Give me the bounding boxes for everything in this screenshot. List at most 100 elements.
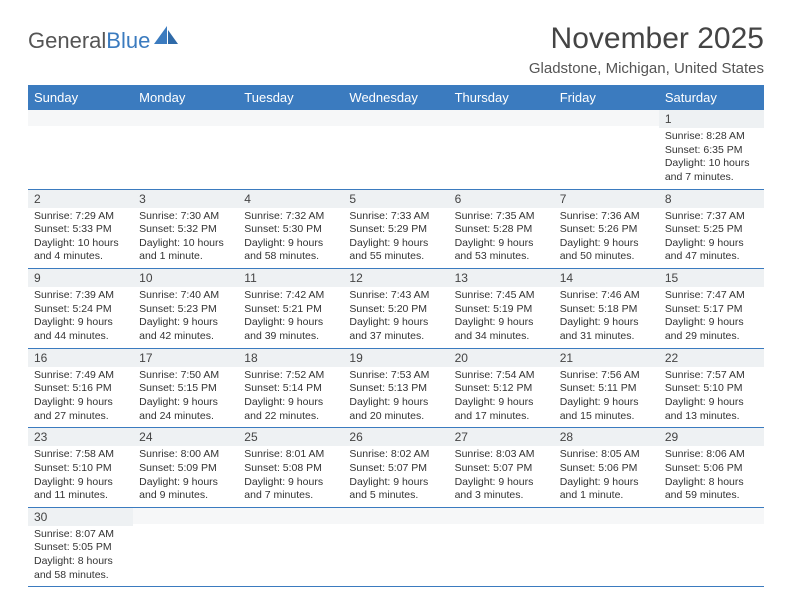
- sunset-text: Sunset: 5:24 PM: [34, 303, 127, 317]
- sunrise-text: Sunrise: 7:39 AM: [34, 289, 127, 303]
- sunrise-text: Sunrise: 8:07 AM: [34, 528, 127, 542]
- sunrise-text: Sunrise: 8:00 AM: [139, 448, 232, 462]
- calendar-day-cell: 13Sunrise: 7:45 AMSunset: 5:19 PMDayligh…: [449, 269, 554, 349]
- calendar-day-cell: 28Sunrise: 8:05 AMSunset: 5:06 PMDayligh…: [554, 428, 659, 508]
- sunrise-text: Sunrise: 8:03 AM: [455, 448, 548, 462]
- daylight-text: Daylight: 9 hours and 31 minutes.: [560, 316, 653, 343]
- sunset-text: Sunset: 5:06 PM: [665, 462, 758, 476]
- calendar-week-row: 30Sunrise: 8:07 AMSunset: 5:05 PMDayligh…: [28, 507, 764, 587]
- day-number: 25: [238, 428, 343, 446]
- sunset-text: Sunset: 5:16 PM: [34, 382, 127, 396]
- calendar-day-cell: 23Sunrise: 7:58 AMSunset: 5:10 PMDayligh…: [28, 428, 133, 508]
- daylight-text: Daylight: 9 hours and 5 minutes.: [349, 476, 442, 503]
- day-number: 8: [659, 190, 764, 208]
- calendar-day-cell: 7Sunrise: 7:36 AMSunset: 5:26 PMDaylight…: [554, 189, 659, 269]
- day-number: 1: [659, 110, 764, 128]
- daylight-text: Daylight: 9 hours and 58 minutes.: [244, 237, 337, 264]
- day-number: 13: [449, 269, 554, 287]
- sunset-text: Sunset: 5:08 PM: [244, 462, 337, 476]
- daylight-text: Daylight: 9 hours and 44 minutes.: [34, 316, 127, 343]
- sunrise-text: Sunrise: 7:50 AM: [139, 369, 232, 383]
- calendar-day-cell: 10Sunrise: 7:40 AMSunset: 5:23 PMDayligh…: [133, 269, 238, 349]
- day-number: 22: [659, 349, 764, 367]
- day-details: Sunrise: 7:33 AMSunset: 5:29 PMDaylight:…: [343, 208, 448, 269]
- day-number: [133, 508, 238, 524]
- day-details: Sunrise: 7:57 AMSunset: 5:10 PMDaylight:…: [659, 367, 764, 428]
- logo-text-2: Blue: [106, 28, 150, 54]
- day-details: Sunrise: 8:00 AMSunset: 5:09 PMDaylight:…: [133, 446, 238, 507]
- logo-text-1: General: [28, 28, 106, 54]
- calendar-day-cell: 26Sunrise: 8:02 AMSunset: 5:07 PMDayligh…: [343, 428, 448, 508]
- daylight-text: Daylight: 9 hours and 1 minute.: [560, 476, 653, 503]
- daylight-text: Daylight: 10 hours and 7 minutes.: [665, 157, 758, 184]
- day-number: 29: [659, 428, 764, 446]
- weekday-header-row: Sunday Monday Tuesday Wednesday Thursday…: [28, 85, 764, 110]
- sunrise-text: Sunrise: 7:53 AM: [349, 369, 442, 383]
- calendar-day-cell: [133, 507, 238, 587]
- day-number: 7: [554, 190, 659, 208]
- sunset-text: Sunset: 5:05 PM: [34, 541, 127, 555]
- sunset-text: Sunset: 6:35 PM: [665, 144, 758, 158]
- day-number: 19: [343, 349, 448, 367]
- day-number: 23: [28, 428, 133, 446]
- sunrise-text: Sunrise: 7:37 AM: [665, 210, 758, 224]
- weekday-header: Friday: [554, 85, 659, 110]
- day-number: [554, 110, 659, 126]
- day-details: Sunrise: 8:07 AMSunset: 5:05 PMDaylight:…: [28, 526, 133, 587]
- sunrise-text: Sunrise: 8:01 AM: [244, 448, 337, 462]
- calendar-day-cell: 19Sunrise: 7:53 AMSunset: 5:13 PMDayligh…: [343, 348, 448, 428]
- daylight-text: Daylight: 9 hours and 29 minutes.: [665, 316, 758, 343]
- day-number: 2: [28, 190, 133, 208]
- weekday-header: Thursday: [449, 85, 554, 110]
- day-details: Sunrise: 7:47 AMSunset: 5:17 PMDaylight:…: [659, 287, 764, 348]
- daylight-text: Daylight: 9 hours and 11 minutes.: [34, 476, 127, 503]
- day-details: Sunrise: 8:03 AMSunset: 5:07 PMDaylight:…: [449, 446, 554, 507]
- day-number: 24: [133, 428, 238, 446]
- calendar-day-cell: [659, 507, 764, 587]
- calendar-day-cell: [449, 507, 554, 587]
- calendar-day-cell: 27Sunrise: 8:03 AMSunset: 5:07 PMDayligh…: [449, 428, 554, 508]
- weekday-header: Tuesday: [238, 85, 343, 110]
- daylight-text: Daylight: 9 hours and 42 minutes.: [139, 316, 232, 343]
- day-number: 11: [238, 269, 343, 287]
- calendar-day-cell: 3Sunrise: 7:30 AMSunset: 5:32 PMDaylight…: [133, 189, 238, 269]
- day-number: [449, 508, 554, 524]
- sunset-text: Sunset: 5:10 PM: [34, 462, 127, 476]
- day-details: Sunrise: 7:52 AMSunset: 5:14 PMDaylight:…: [238, 367, 343, 428]
- daylight-text: Daylight: 9 hours and 34 minutes.: [455, 316, 548, 343]
- weekday-header: Saturday: [659, 85, 764, 110]
- day-number: 9: [28, 269, 133, 287]
- sunset-text: Sunset: 5:13 PM: [349, 382, 442, 396]
- calendar-day-cell: 21Sunrise: 7:56 AMSunset: 5:11 PMDayligh…: [554, 348, 659, 428]
- day-details: Sunrise: 7:35 AMSunset: 5:28 PMDaylight:…: [449, 208, 554, 269]
- sunrise-text: Sunrise: 7:56 AM: [560, 369, 653, 383]
- calendar-day-cell: 2Sunrise: 7:29 AMSunset: 5:33 PMDaylight…: [28, 189, 133, 269]
- daylight-text: Daylight: 9 hours and 27 minutes.: [34, 396, 127, 423]
- day-details: Sunrise: 7:29 AMSunset: 5:33 PMDaylight:…: [28, 208, 133, 269]
- calendar-day-cell: 8Sunrise: 7:37 AMSunset: 5:25 PMDaylight…: [659, 189, 764, 269]
- sunset-text: Sunset: 5:15 PM: [139, 382, 232, 396]
- calendar-day-cell: 25Sunrise: 8:01 AMSunset: 5:08 PMDayligh…: [238, 428, 343, 508]
- day-number: 20: [449, 349, 554, 367]
- sunset-text: Sunset: 5:33 PM: [34, 223, 127, 237]
- day-number: 26: [343, 428, 448, 446]
- day-details: Sunrise: 7:46 AMSunset: 5:18 PMDaylight:…: [554, 287, 659, 348]
- day-number: 28: [554, 428, 659, 446]
- day-details: Sunrise: 8:02 AMSunset: 5:07 PMDaylight:…: [343, 446, 448, 507]
- daylight-text: Daylight: 9 hours and 3 minutes.: [455, 476, 548, 503]
- sunrise-text: Sunrise: 7:42 AM: [244, 289, 337, 303]
- day-number: 18: [238, 349, 343, 367]
- sunset-text: Sunset: 5:11 PM: [560, 382, 653, 396]
- sunset-text: Sunset: 5:17 PM: [665, 303, 758, 317]
- sunset-text: Sunset: 5:23 PM: [139, 303, 232, 317]
- daylight-text: Daylight: 9 hours and 53 minutes.: [455, 237, 548, 264]
- day-number: 14: [554, 269, 659, 287]
- calendar-week-row: 23Sunrise: 7:58 AMSunset: 5:10 PMDayligh…: [28, 428, 764, 508]
- sunrise-text: Sunrise: 8:02 AM: [349, 448, 442, 462]
- calendar-day-cell: 30Sunrise: 8:07 AMSunset: 5:05 PMDayligh…: [28, 507, 133, 587]
- day-details: Sunrise: 7:40 AMSunset: 5:23 PMDaylight:…: [133, 287, 238, 348]
- calendar-day-cell: [343, 507, 448, 587]
- sunrise-text: Sunrise: 7:43 AM: [349, 289, 442, 303]
- sunset-text: Sunset: 5:07 PM: [349, 462, 442, 476]
- day-details: Sunrise: 7:30 AMSunset: 5:32 PMDaylight:…: [133, 208, 238, 269]
